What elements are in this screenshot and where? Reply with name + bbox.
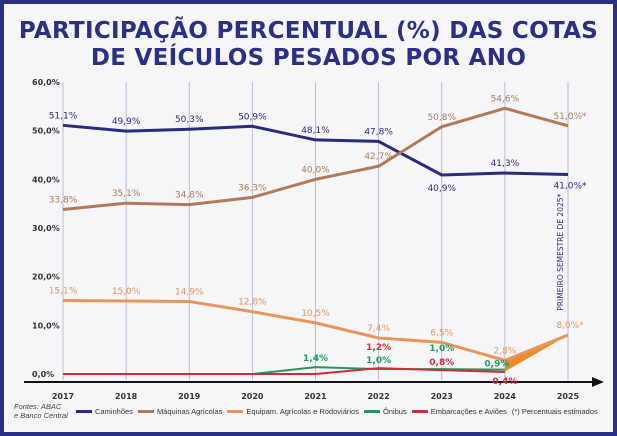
data-label: 40,0% xyxy=(301,165,330,175)
y-tick-label: 30,0% xyxy=(32,224,60,233)
data-label: 51,1% xyxy=(49,111,78,121)
x-tick-label: 2025 xyxy=(557,392,580,401)
data-label: 47,8% xyxy=(364,127,393,137)
legend-item: Máquinas Agrícolas xyxy=(137,406,223,416)
legend-item: Caminhões xyxy=(76,407,133,416)
series-line-0 xyxy=(62,123,569,177)
data-label: 36,3% xyxy=(238,183,267,193)
series-line-4 xyxy=(63,367,505,375)
legend-swatch xyxy=(363,409,380,413)
x-tick-label: 2022 xyxy=(367,392,389,401)
y-tick-label: 50,0% xyxy=(32,127,60,136)
legend-label: Máquinas Agrícolas xyxy=(156,406,223,416)
series-line-1 xyxy=(62,106,569,211)
x-tick-label: 2018 xyxy=(115,392,138,401)
legend-item: Ônibus xyxy=(363,406,407,416)
source-line-1: Fontes: ABAC xyxy=(14,402,62,411)
y-tick-label: 20,0% xyxy=(32,273,60,282)
data-label: 50,9% xyxy=(238,112,267,122)
legend: Fontes: ABAC e Banco Central Caminhões Má… xyxy=(14,402,598,420)
legend-label: Equipam. Agrícolas e Rodoviários xyxy=(246,406,359,416)
data-label: 42,7% xyxy=(364,152,393,162)
data-label: 0,9% xyxy=(484,360,509,370)
data-label: 40,9% xyxy=(427,184,456,194)
data-label: 8,0%* xyxy=(556,321,584,331)
data-label: 12,8% xyxy=(238,298,267,308)
data-label: 35,1% xyxy=(112,189,141,199)
y-tick-label: 60,0% xyxy=(32,78,60,87)
data-label: 0,4% xyxy=(492,377,517,387)
x-tick-label: 2017 xyxy=(52,392,74,401)
estimate-wedge xyxy=(504,335,568,372)
title-line-1: PARTICIPAÇÃO PERCENTUAL (%) DAS COTAS xyxy=(18,18,599,44)
y-tick-label: 10,0% xyxy=(32,321,60,330)
y-tick-label: 0,0% xyxy=(32,370,54,379)
x-tick-label: 2020 xyxy=(241,392,264,401)
data-label: 6,5% xyxy=(430,328,453,338)
legend-label: Ônibus xyxy=(382,406,407,416)
data-label: 14,9% xyxy=(175,287,204,297)
chart-title: PARTICIPAÇÃO PERCENTUAL (%) DAS COTAS DE… xyxy=(4,18,613,72)
legend-swatch xyxy=(227,409,244,413)
data-label: 7,4% xyxy=(367,324,390,334)
legend-items: Caminhões Máquinas Agrícolas Equipam. Agrí… xyxy=(76,407,512,416)
data-label: 1,0% xyxy=(429,344,454,354)
source-note: Fontes: ABAC e Banco Central xyxy=(14,402,76,420)
legend-swatch xyxy=(76,409,92,413)
data-label: 50,3% xyxy=(175,115,204,125)
x-tick-label: 2024 xyxy=(494,392,517,401)
data-label: 41,3% xyxy=(491,159,520,169)
x-tick-label: 2019 xyxy=(178,392,201,401)
data-label: 15,1% xyxy=(49,287,78,297)
semester-annotation: PRIMEIRO SEMESTRE DE 2025* xyxy=(556,193,565,310)
data-label: 34,8% xyxy=(175,191,204,201)
estimate-note: (*) Percentuais estimados xyxy=(511,406,598,416)
x-tick-label: 2021 xyxy=(304,392,327,401)
data-label: 51,0%* xyxy=(553,112,587,122)
data-label: 54,6% xyxy=(491,94,520,104)
legend-item: Embarcações e Aviões xyxy=(411,406,507,416)
source-line-2: e Banco Central xyxy=(14,411,68,420)
legend-swatch xyxy=(137,409,154,413)
data-label: 49,9% xyxy=(112,117,141,127)
x-axis-arrow xyxy=(592,377,604,387)
data-label: 41,0%* xyxy=(553,181,587,191)
series-line-2 xyxy=(62,299,569,362)
data-label: 1,2% xyxy=(366,343,391,353)
x-tick-label: 2023 xyxy=(431,392,453,401)
data-label: 15,0% xyxy=(112,287,141,297)
data-label: 33,8% xyxy=(49,196,78,206)
y-tick-label: 40,0% xyxy=(32,175,60,184)
data-label: 2,8% xyxy=(493,346,516,356)
data-label: 10,5% xyxy=(301,309,330,319)
line-chart: 2017 2018 2019 2020 2021 2022 2023 2024 2025 0,0%… xyxy=(24,78,604,401)
legend-item: Equipam. Agrícolas e Rodoviários xyxy=(227,407,359,416)
data-label: 50,8% xyxy=(427,113,456,123)
data-label: 0,8% xyxy=(429,358,454,368)
legend-label: Caminhões xyxy=(95,406,133,416)
data-label: 48,1% xyxy=(301,126,330,136)
data-label: 1,4% xyxy=(303,354,328,364)
data-label: 1,0% xyxy=(366,356,391,366)
legend-label: Embarcações e Aviões xyxy=(430,406,507,416)
legend-swatch xyxy=(411,409,428,413)
title-line-2: DE VEÍCULOS PESADOS POR ANO xyxy=(90,45,527,71)
